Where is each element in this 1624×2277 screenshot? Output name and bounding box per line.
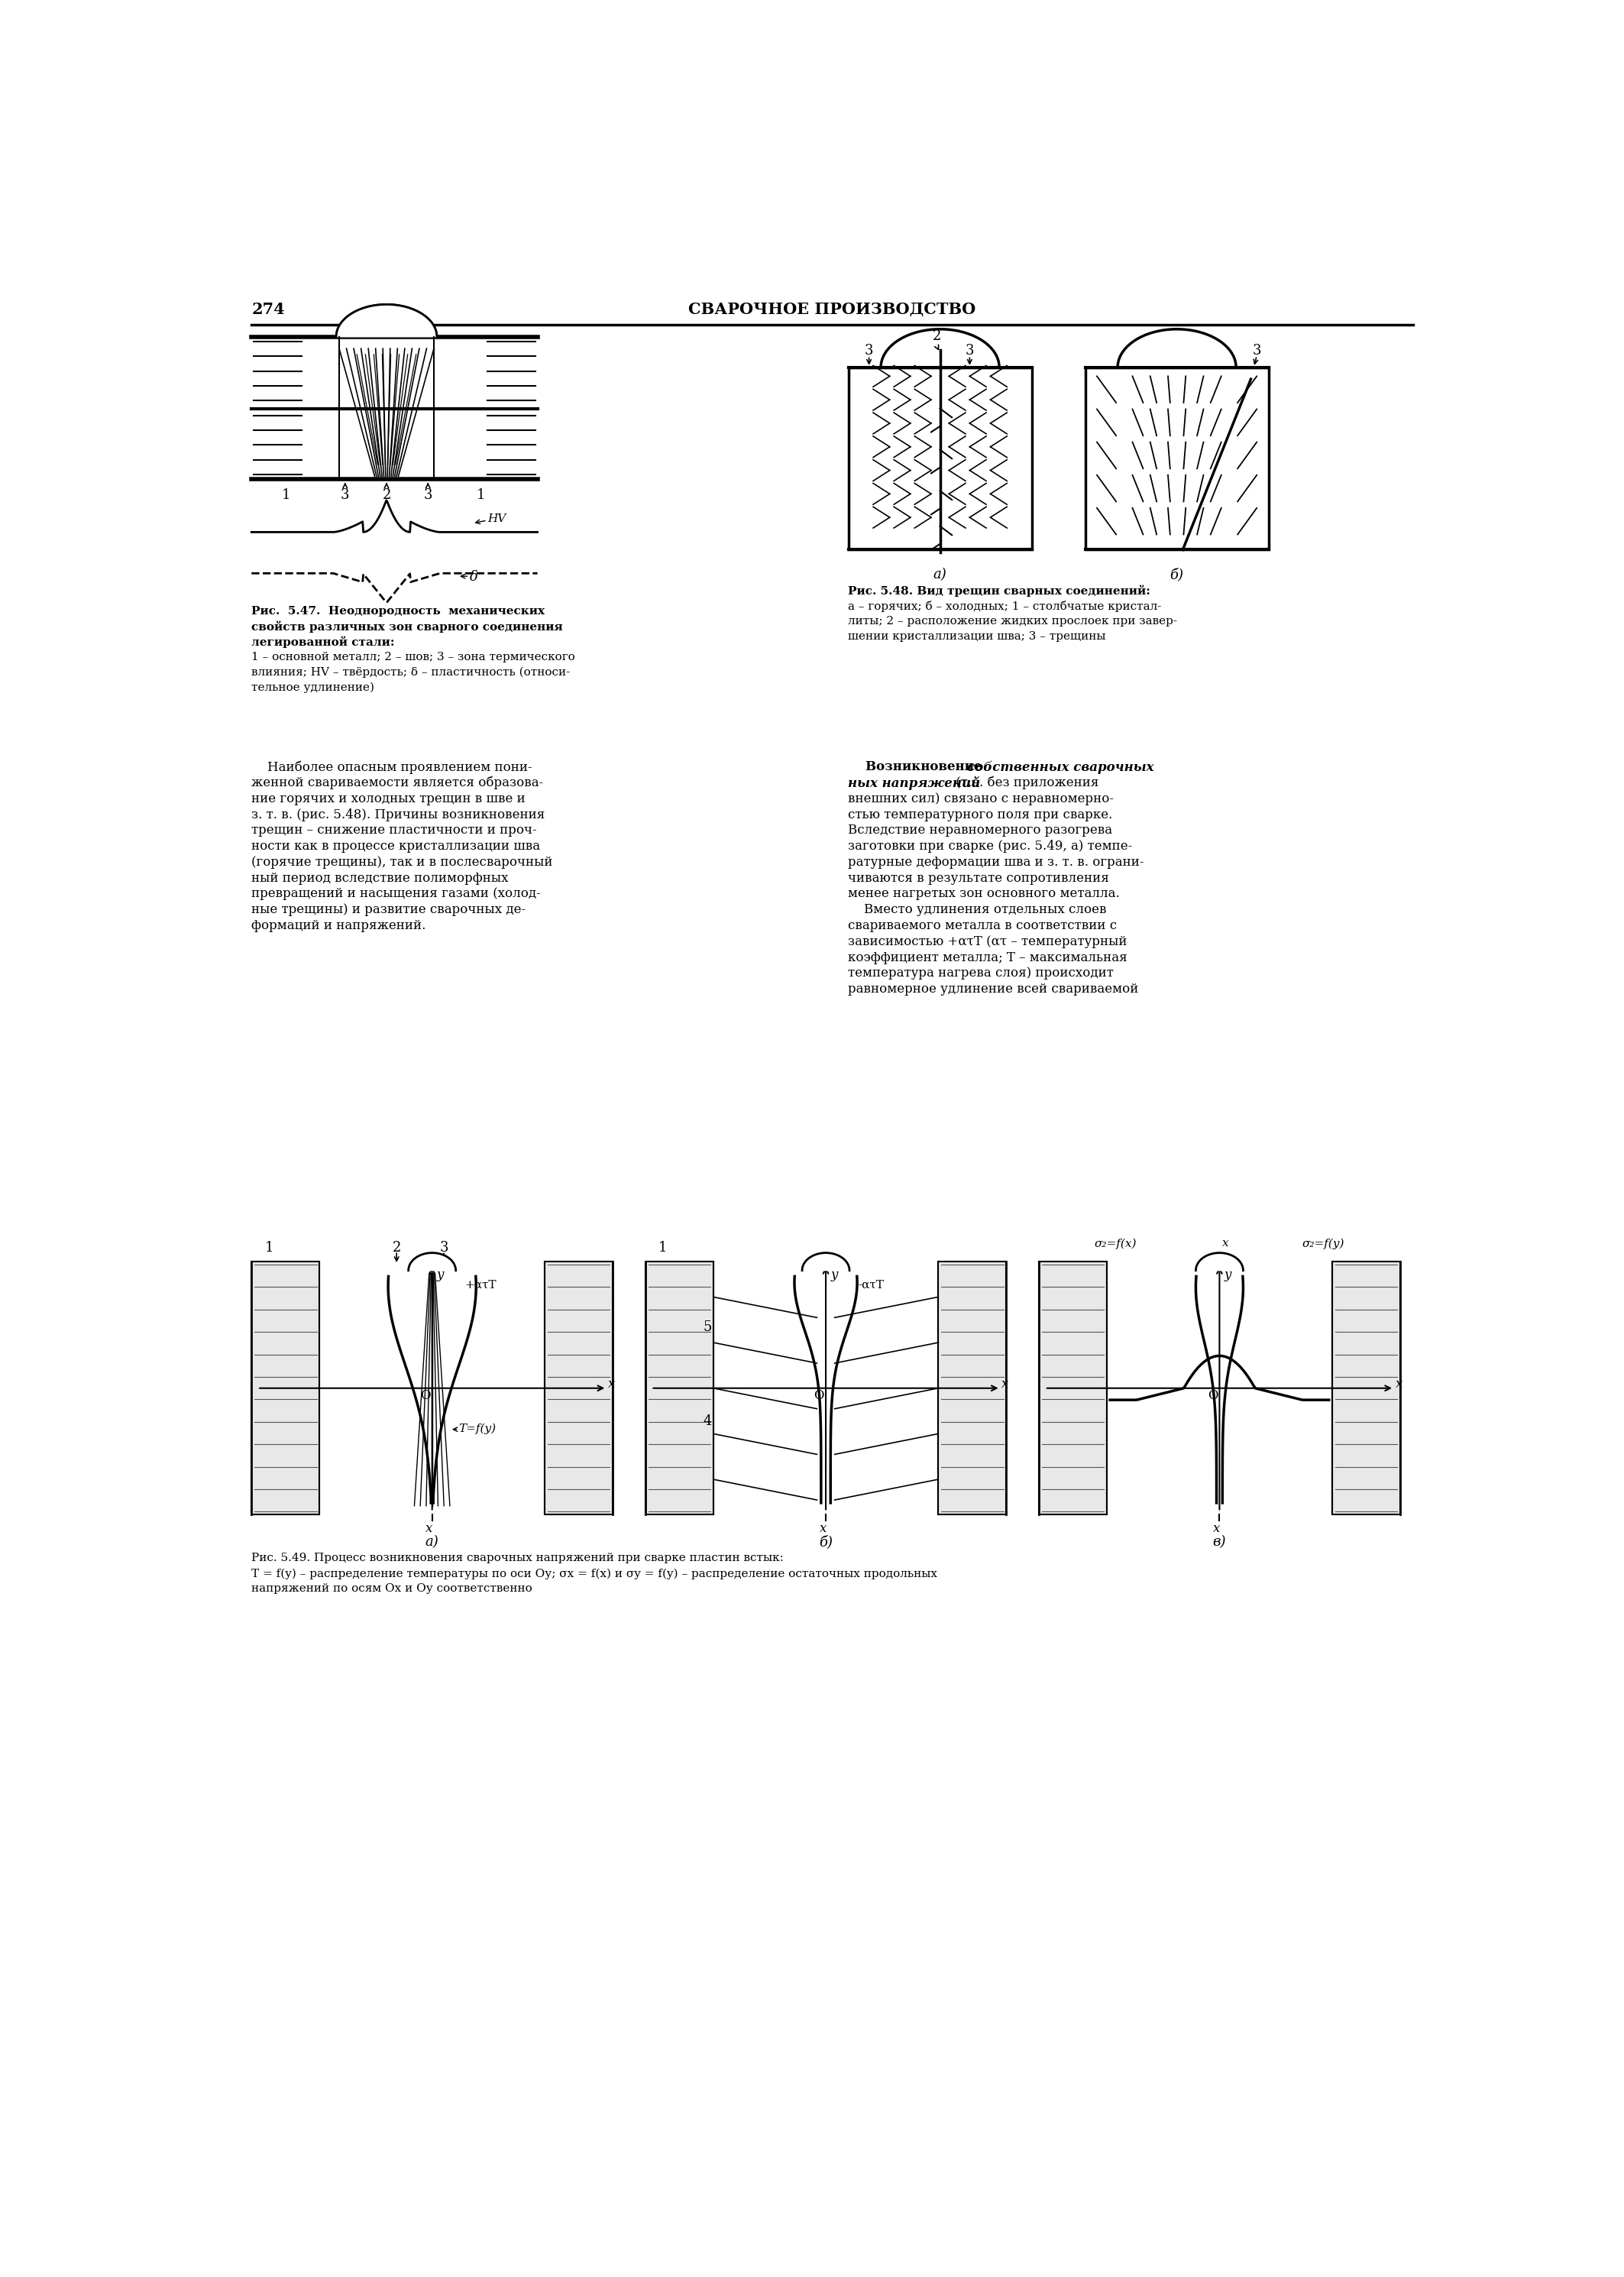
Text: x: x xyxy=(425,1521,432,1535)
Text: собственных сварочных: собственных сварочных xyxy=(966,761,1153,774)
Text: внешних сил) связано с неравномерно-: внешних сил) связано с неравномерно- xyxy=(848,792,1114,806)
Text: чиваются в результате сопротивления: чиваются в результате сопротивления xyxy=(848,872,1109,883)
Text: Рис.  5.47.  Неоднородность  механических: Рис. 5.47. Неоднородность механических xyxy=(252,606,546,617)
Text: y: y xyxy=(437,1268,443,1282)
Text: -ατT: -ατT xyxy=(859,1280,883,1291)
Polygon shape xyxy=(1195,1252,1242,1271)
Text: зависимостью +ατT (ατ – температурный: зависимостью +ατT (ατ – температурный xyxy=(848,936,1127,947)
Text: 3: 3 xyxy=(864,344,874,357)
Polygon shape xyxy=(802,1252,849,1271)
Text: свариваемого металла в соответствии с: свариваемого металла в соответствии с xyxy=(848,920,1117,931)
Text: x: x xyxy=(1395,1378,1403,1391)
Text: шении кристаллизации шва; 3 – трещины: шении кристаллизации шва; 3 – трещины xyxy=(848,631,1106,642)
Text: 2: 2 xyxy=(932,330,942,344)
Text: 2: 2 xyxy=(393,1241,401,1255)
Text: СВАРОЧНОЕ ПРОИЗВОДСТВО: СВАРОЧНОЕ ПРОИЗВОДСТВО xyxy=(689,301,976,317)
Polygon shape xyxy=(1117,330,1236,367)
Bar xyxy=(544,1261,612,1514)
Text: 1: 1 xyxy=(281,487,291,501)
Text: равномерное удлинение всей свариваемой: равномерное удлинение всей свариваемой xyxy=(848,984,1138,995)
Text: 1: 1 xyxy=(659,1241,667,1255)
Text: б): б) xyxy=(1169,567,1184,581)
Text: стью температурного поля при сварке.: стью температурного поля при сварке. xyxy=(848,808,1112,822)
Text: 1 – основной металл; 2 – шов; 3 – зона термического: 1 – основной металл; 2 – шов; 3 – зона т… xyxy=(252,651,575,663)
Text: влияния; НV – твёрдость; δ – пластичность (относи-: влияния; НV – твёрдость; δ – пластичност… xyxy=(252,667,570,679)
Text: Возникновение: Возникновение xyxy=(848,761,987,774)
Text: 3: 3 xyxy=(1252,344,1262,357)
Text: 3: 3 xyxy=(965,344,974,357)
Text: 5: 5 xyxy=(703,1321,711,1334)
Text: а): а) xyxy=(934,567,947,581)
Text: а): а) xyxy=(425,1535,438,1548)
Text: в): в) xyxy=(1213,1535,1226,1548)
Polygon shape xyxy=(408,1252,456,1271)
Text: ные трещины) и развитие сварочных де-: ные трещины) и развитие сварочных де- xyxy=(252,904,526,915)
Text: (горячие трещины), так и в послесварочный: (горячие трещины), так и в послесварочны… xyxy=(252,856,552,870)
Text: σ₂=f(y): σ₂=f(y) xyxy=(1302,1239,1345,1250)
Bar xyxy=(645,1261,713,1514)
Text: Рис. 5.48. Вид трещин сварных соединений:: Рис. 5.48. Вид трещин сварных соединений… xyxy=(848,585,1151,597)
Text: x: x xyxy=(1223,1239,1229,1248)
Text: Наиболее опасным проявлением пони-: Наиболее опасным проявлением пони- xyxy=(252,761,533,774)
Polygon shape xyxy=(880,330,999,367)
Text: σ₂=f(x): σ₂=f(x) xyxy=(1095,1239,1137,1250)
Text: литы; 2 – расположение жидких прослоек при завер-: литы; 2 – расположение жидких прослоек п… xyxy=(848,615,1177,626)
Text: НV: НV xyxy=(487,512,505,524)
Text: женной свариваемости является образова-: женной свариваемости является образова- xyxy=(252,776,544,790)
Text: +ατT: +ατT xyxy=(464,1280,497,1291)
Text: формаций и напряжений.: формаций и напряжений. xyxy=(252,920,425,931)
Text: ный период вследствие полиморфных: ный период вследствие полиморфных xyxy=(252,872,508,883)
Text: x: x xyxy=(607,1378,615,1391)
Text: б): б) xyxy=(818,1535,833,1548)
Text: 2: 2 xyxy=(382,487,391,501)
Text: менее нагретых зон основного металла.: менее нагретых зон основного металла. xyxy=(848,888,1121,899)
Text: 4: 4 xyxy=(703,1414,711,1428)
Text: δ: δ xyxy=(469,569,477,585)
Text: 1: 1 xyxy=(265,1241,274,1255)
Bar xyxy=(848,367,1031,549)
Text: Вследствие неравномерного разогрева: Вследствие неравномерного разогрева xyxy=(848,824,1112,838)
Text: 1: 1 xyxy=(477,487,486,501)
Text: ратурные деформации шва и з. т. в. ограни-: ратурные деформации шва и з. т. в. огран… xyxy=(848,856,1145,870)
Text: а – горячих; б – холодных; 1 – столбчатые кристал-: а – горячих; б – холодных; 1 – столбчаты… xyxy=(848,601,1161,613)
Text: O: O xyxy=(1208,1389,1218,1403)
Text: температура нагрева слоя) происходит: температура нагрева слоя) происходит xyxy=(848,968,1114,979)
Text: (т.е. без приложения: (т.е. без приложения xyxy=(952,776,1099,790)
Text: трещин – снижение пластичности и проч-: трещин – снижение пластичности и проч- xyxy=(252,824,538,838)
Text: O: O xyxy=(421,1389,430,1403)
Text: коэффициент металла; T – максимальная: коэффициент металла; T – максимальная xyxy=(848,952,1127,963)
Polygon shape xyxy=(336,305,437,337)
Text: x: x xyxy=(818,1521,827,1535)
Text: 3: 3 xyxy=(341,487,349,501)
Text: x: x xyxy=(1002,1378,1009,1391)
Text: ных напряжений: ных напряжений xyxy=(848,776,981,790)
Text: свойств различных зон сварного соединения: свойств различных зон сварного соединени… xyxy=(252,622,564,633)
Text: O: O xyxy=(814,1389,825,1403)
Text: 3: 3 xyxy=(440,1241,448,1255)
Text: 3: 3 xyxy=(424,487,432,501)
Text: y: y xyxy=(1224,1268,1231,1282)
Text: превращений и насыщения газами (холод-: превращений и насыщения газами (холод- xyxy=(252,888,541,899)
Bar xyxy=(1332,1261,1400,1514)
Text: напряжений по осям Ох и Оу соответственно: напряжений по осям Ох и Оу соответственн… xyxy=(252,1583,533,1594)
Text: Вместо удлинения отдельных слоев: Вместо удлинения отдельных слоев xyxy=(848,904,1108,915)
Text: легированной стали:: легированной стали: xyxy=(252,635,395,649)
Bar xyxy=(1085,367,1268,549)
Text: T=f(y): T=f(y) xyxy=(458,1423,497,1435)
Text: T = f(y) – распределение температуры по оси Оу; σx = f(x) и σy = f(y) – распреде: T = f(y) – распределение температуры по … xyxy=(252,1569,937,1580)
Bar xyxy=(252,1261,320,1514)
Text: x: x xyxy=(1213,1521,1220,1535)
Text: y: y xyxy=(830,1268,838,1282)
Text: заготовки при сварке (рис. 5.49, а) темпе-: заготовки при сварке (рис. 5.49, а) темп… xyxy=(848,840,1132,854)
Text: Рис. 5.49. Процесс возникновения сварочных напряжений при сварке пластин встык:: Рис. 5.49. Процесс возникновения сварочн… xyxy=(252,1553,784,1564)
Text: тельное удлинение): тельное удлинение) xyxy=(252,683,375,692)
Bar xyxy=(939,1261,1007,1514)
Text: 274: 274 xyxy=(252,301,284,317)
Text: ности как в процессе кристаллизации шва: ности как в процессе кристаллизации шва xyxy=(252,840,541,854)
Text: з. т. в. (рис. 5.48). Причины возникновения: з. т. в. (рис. 5.48). Причины возникнове… xyxy=(252,808,546,822)
Bar xyxy=(1039,1261,1108,1514)
Text: ние горячих и холодных трещин в шве и: ние горячих и холодных трещин в шве и xyxy=(252,792,526,806)
